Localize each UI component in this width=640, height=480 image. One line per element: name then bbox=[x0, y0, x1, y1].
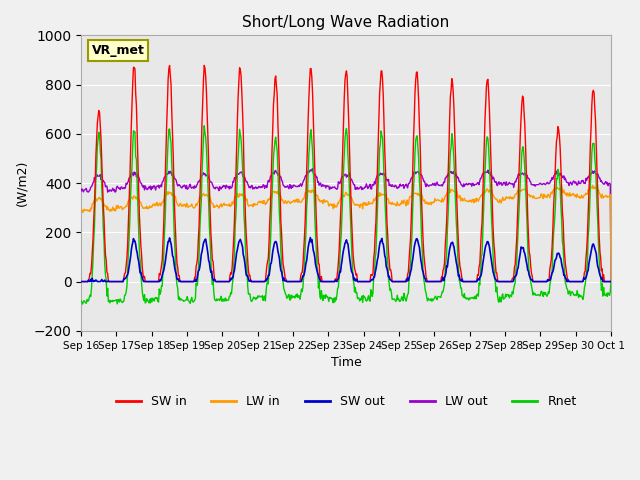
Legend: SW in, LW in, SW out, LW out, Rnet: SW in, LW in, SW out, LW out, Rnet bbox=[111, 390, 582, 413]
X-axis label: Time: Time bbox=[331, 356, 362, 369]
Text: VR_met: VR_met bbox=[92, 44, 145, 57]
Title: Short/Long Wave Radiation: Short/Long Wave Radiation bbox=[243, 15, 450, 30]
Y-axis label: (W/m2): (W/m2) bbox=[15, 160, 28, 206]
